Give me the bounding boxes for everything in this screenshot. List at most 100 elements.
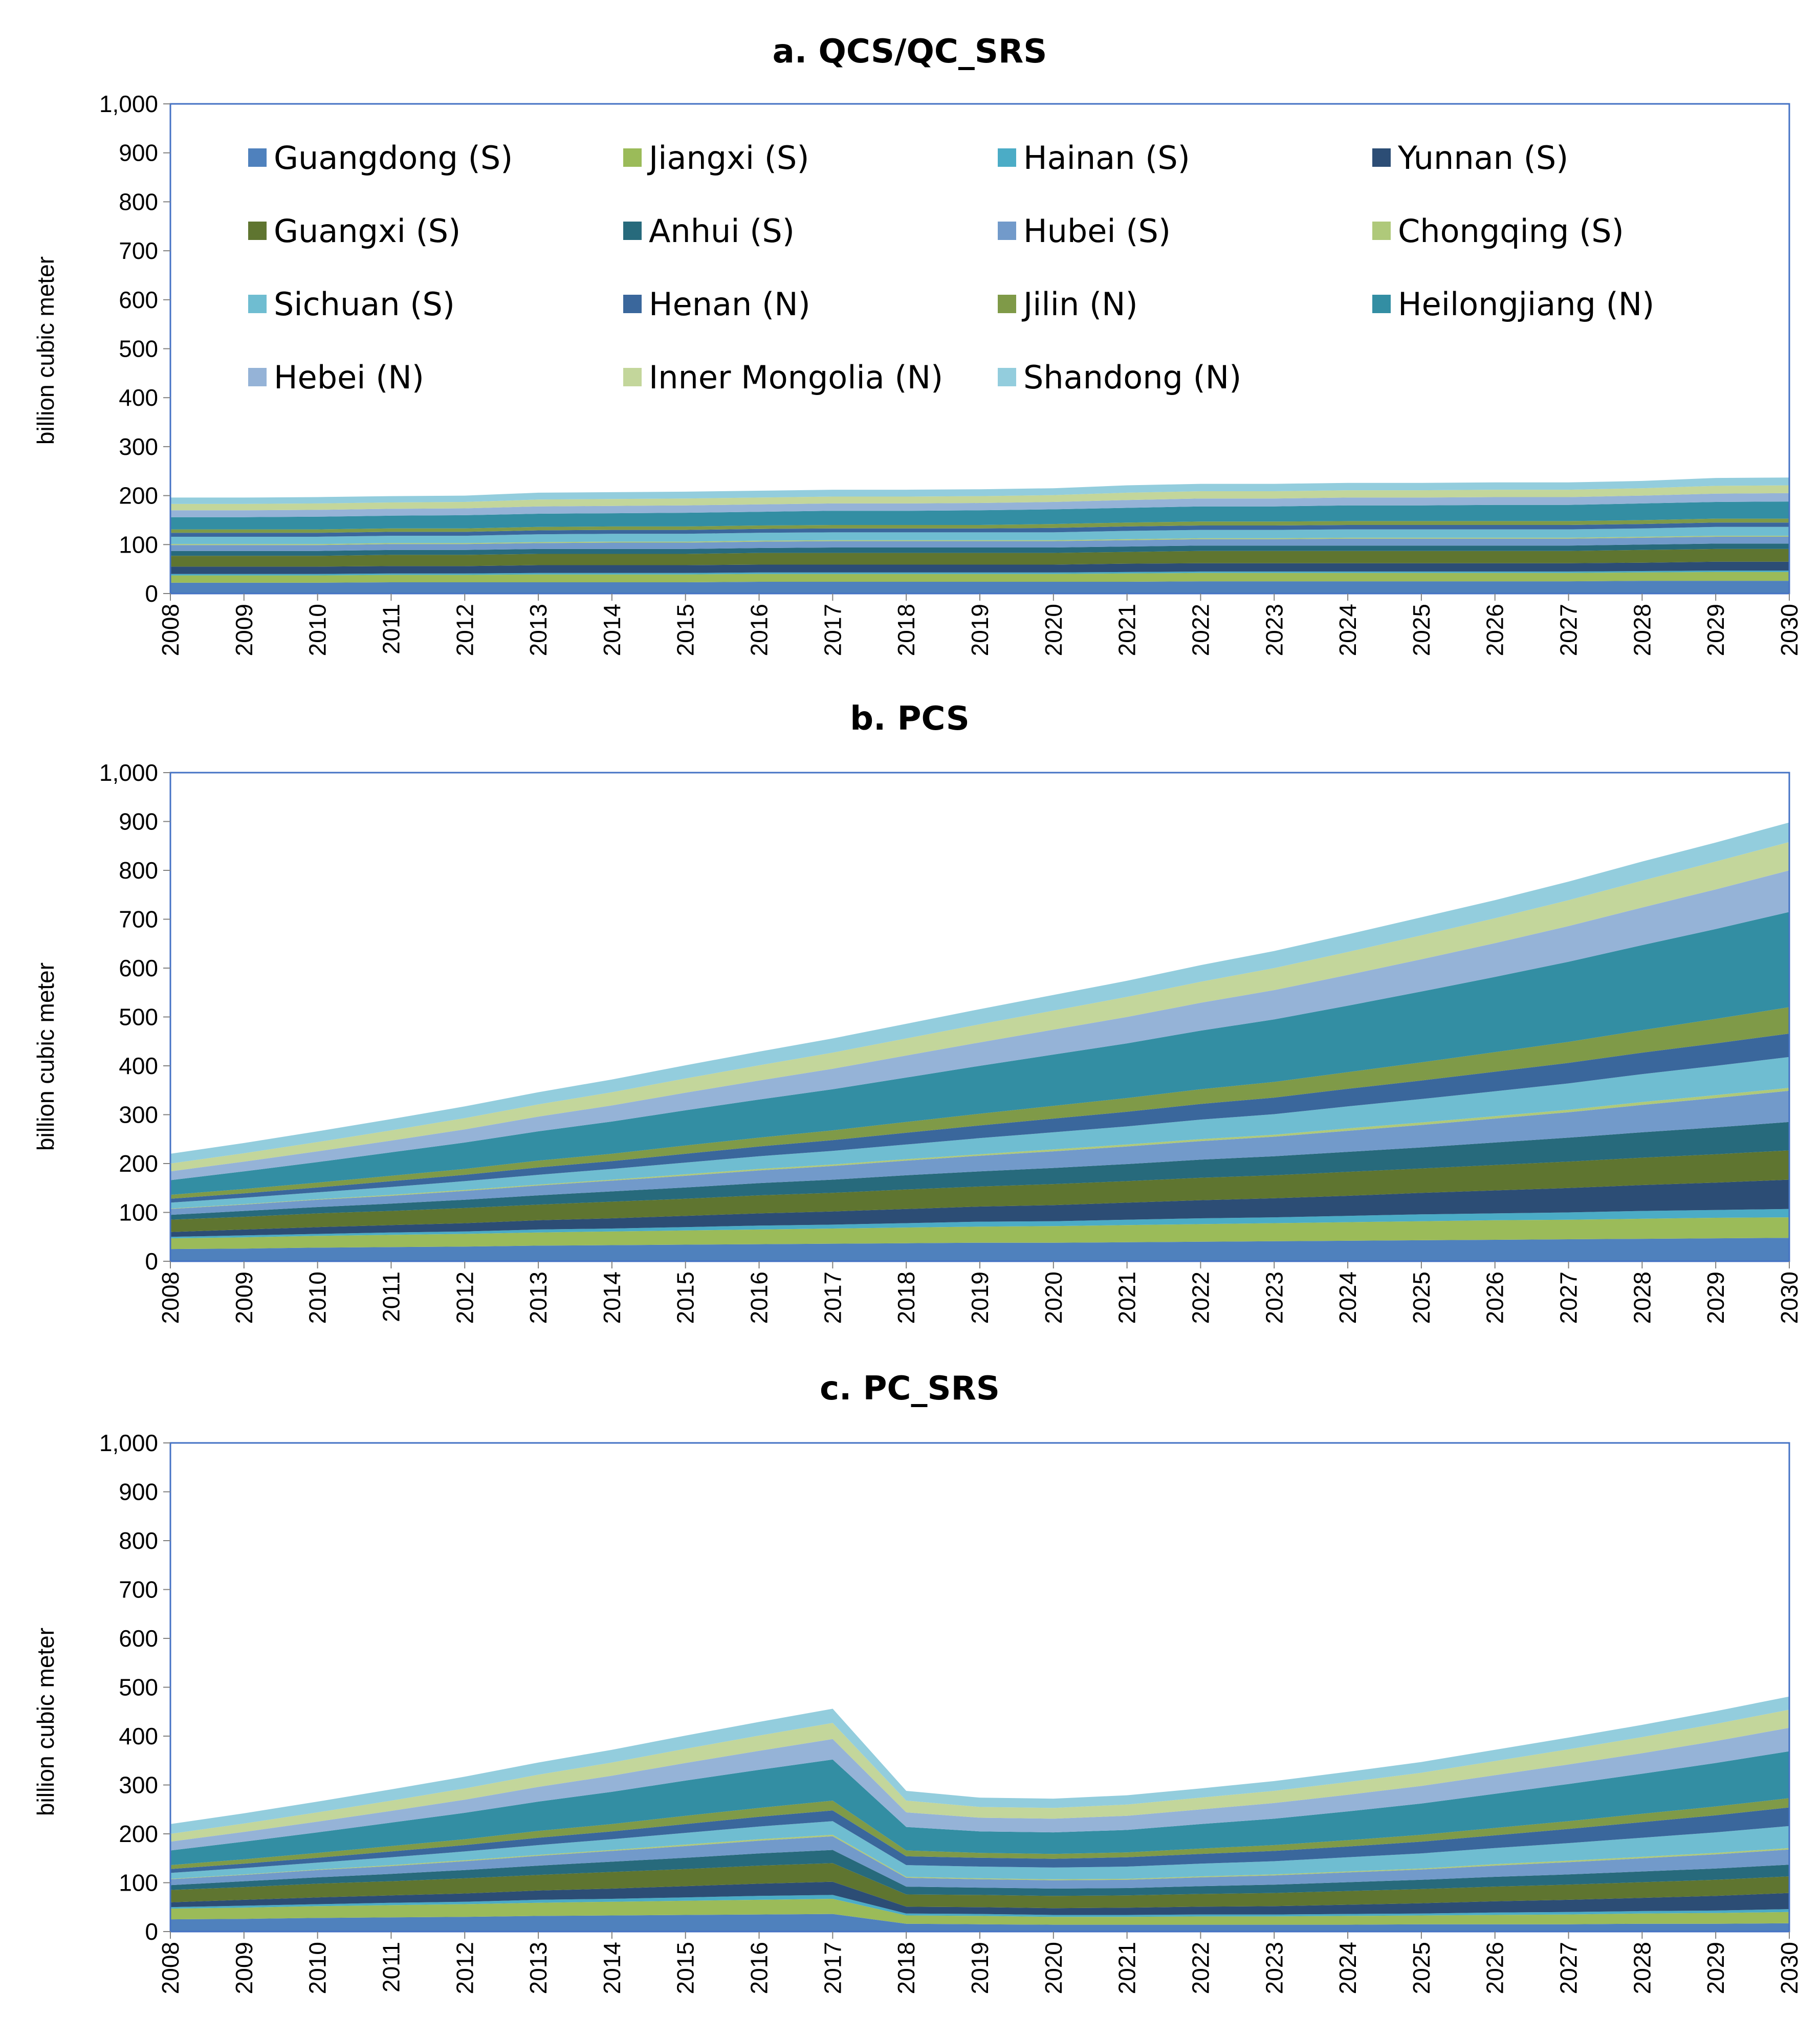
panel-c: c. PC_SRS billion cubic meter 0 100 200 300… (32, 1370, 1803, 1994)
legend-swatch (1372, 295, 1391, 313)
legend-label: Anhui (S) (649, 212, 795, 250)
area-series-guangdong-s (170, 1238, 1789, 1261)
y-tick-label: 100 (119, 1199, 158, 1226)
area-series-anhui-s (170, 1850, 1789, 1896)
x-tick-label: 2019 (967, 604, 993, 656)
y-tick-label: 400 (119, 1723, 158, 1749)
area-series-sichuan-s (170, 1057, 1789, 1209)
x-tick-label: 2014 (599, 604, 625, 656)
x-tick-label: 2030 (1776, 1942, 1803, 1994)
x-tick-label: 2017 (819, 1942, 846, 1994)
x-tick-label: 2015 (672, 1942, 699, 1994)
x-tick-label: 2010 (304, 1942, 331, 1994)
x-tick-label: 2023 (1261, 604, 1287, 656)
x-tick-label: 2028 (1629, 604, 1655, 656)
legend-item: Guangdong (S) (248, 139, 513, 177)
x-tick-label: 2011 (378, 1942, 404, 1992)
y-tick-label: 100 (119, 1870, 158, 1896)
area-series-heilongjiang-n (170, 1751, 1789, 1866)
x-tick-label: 2008 (157, 604, 184, 656)
x-tick-label: 2020 (1040, 1272, 1067, 1324)
legend-label: Hubei (S) (1023, 212, 1171, 250)
area-series-shandong-n (170, 822, 1789, 1164)
x-tick-label: 2021 (1114, 1942, 1141, 1994)
x-tick-label: 2012 (451, 1942, 478, 1994)
area-series-hebei-n (170, 870, 1789, 1180)
y-tick-label: 600 (119, 1625, 158, 1652)
y-tick-label: 800 (119, 1527, 158, 1554)
x-tick-label: 2024 (1334, 1942, 1361, 1994)
x-tick-label: 2014 (599, 1272, 625, 1324)
area-series-inner-mongolia-n (170, 485, 1789, 511)
legend-label: Inner Mongolia (N) (649, 359, 943, 396)
x-tick-label: 2018 (893, 1272, 919, 1324)
x-tick-label: 2024 (1334, 1272, 1361, 1324)
y-tick-label: 700 (119, 237, 158, 264)
legend-item: Chongqing (S) (1372, 212, 1624, 250)
legend-label: Yunnan (S) (1397, 139, 1568, 177)
legend-label: Guangxi (S) (274, 212, 461, 250)
panel-title: a. QCS/QC_SRS (773, 33, 1047, 71)
x-tick-label: 2017 (819, 1272, 846, 1324)
y-tick-label: 0 (145, 1248, 158, 1275)
area-series-chongqing-s (170, 536, 1789, 545)
x-tick-label: 2016 (746, 1942, 773, 1994)
legend-label: Henan (N) (649, 286, 810, 323)
panel-title: c. PC_SRS (820, 1370, 1000, 1408)
x-tick-label: 2013 (525, 1272, 552, 1324)
y-tick-label: 600 (119, 955, 158, 981)
y-tick-label: 0 (145, 1918, 158, 1945)
y-tick-label: 700 (119, 906, 158, 933)
x-tick-label: 2029 (1702, 604, 1729, 656)
area-series-anhui-s (170, 543, 1789, 556)
axes: 0 100 200 300 400 500 600 700 800 900 1,000 2008 200… (99, 1430, 1803, 1994)
area-series-heilongjiang-n (170, 912, 1789, 1195)
x-tick-label: 2027 (1555, 604, 1582, 656)
legend-swatch (1372, 148, 1391, 167)
x-tick-label: 2020 (1040, 604, 1067, 656)
area-series-heilongjiang-n (170, 501, 1789, 530)
legend-label: Hebei (N) (274, 359, 424, 396)
y-tick-label: 400 (119, 1053, 158, 1079)
legend-item: Yunnan (S) (1372, 139, 1568, 177)
legend-swatch (623, 295, 642, 313)
legend-item: Anhui (S) (623, 212, 795, 250)
legend-label: Jiangxi (S) (647, 139, 809, 177)
y-tick-label: 500 (119, 1674, 158, 1701)
legend-label: Shandong (N) (1023, 359, 1241, 396)
x-tick-label: 2027 (1555, 1272, 1582, 1324)
area-series-inner-mongolia-n (170, 1710, 1789, 1842)
x-tick-label: 2011 (378, 1272, 404, 1322)
area-series-henan-n (170, 522, 1789, 537)
y-tick-label: 200 (119, 483, 158, 509)
legend-item: Inner Mongolia (N) (623, 359, 943, 396)
legend: Guangdong (S) Jiangxi (S) Hainan (S) Yunnan… (248, 139, 1654, 396)
y-tick-label: 100 (119, 531, 158, 558)
area-series-yunnan-s (170, 1881, 1789, 1915)
x-tick-label: 2030 (1776, 604, 1803, 656)
area-layers (170, 477, 1789, 594)
area-series-jilin-n (170, 1798, 1789, 1869)
x-tick-label: 2009 (231, 1942, 257, 1994)
x-tick-label: 2026 (1482, 604, 1508, 656)
legend-swatch (248, 148, 267, 167)
panel-b: b. PCS billion cubic meter 0 100 200 300 400… (32, 700, 1803, 1324)
x-tick-label: 2021 (1114, 604, 1141, 656)
x-tick-label: 2026 (1482, 1272, 1508, 1324)
x-tick-label: 2023 (1261, 1942, 1287, 1994)
legend-item: Shandong (N) (998, 359, 1241, 396)
x-tick-label: 2027 (1555, 1942, 1582, 1994)
legend-label: Guangdong (S) (274, 139, 513, 177)
panel-a: a. QCS/QC_SRS billion cubic meter 0 100 20… (32, 33, 1803, 656)
legend-swatch (1372, 222, 1391, 240)
x-tick-label: 2012 (451, 1272, 478, 1324)
y-tick-label: 900 (119, 808, 158, 835)
y-tick-label: 1,000 (99, 1430, 158, 1456)
x-tick-label: 2008 (157, 1272, 184, 1324)
area-series-guangdong-s (170, 581, 1789, 594)
x-tick-label: 2012 (451, 604, 478, 656)
x-tick-label: 2029 (1702, 1942, 1729, 1994)
x-tick-label: 2010 (304, 604, 331, 656)
